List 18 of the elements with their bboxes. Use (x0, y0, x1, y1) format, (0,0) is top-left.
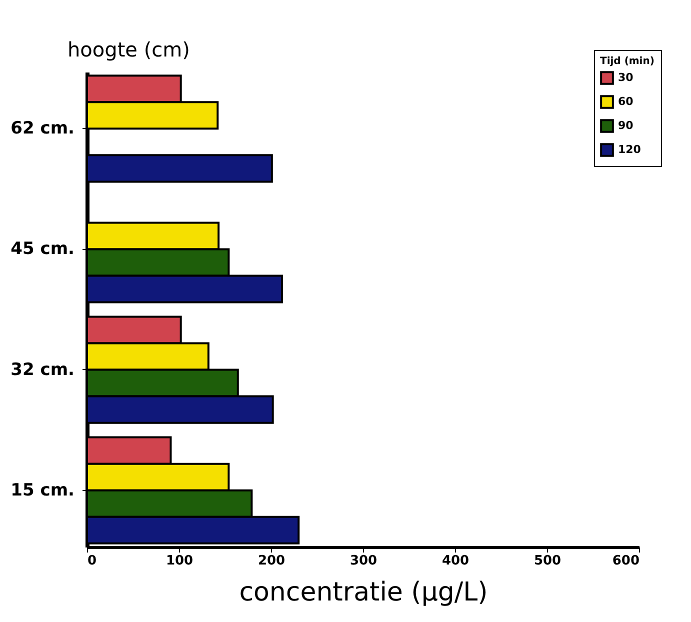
legend-label: 30 (618, 71, 634, 84)
x-tick-label: 500 (534, 554, 562, 568)
x-tick-label: 400 (442, 554, 470, 568)
legend-label: 120 (618, 143, 642, 156)
y-axis-title: hoogte (cm) (68, 38, 190, 62)
y-tick-label: 45 cm. (10, 239, 74, 260)
legend-label: 90 (618, 119, 634, 132)
y-tick-label: 32 cm. (10, 360, 74, 380)
x-tick-label: 200 (258, 554, 286, 568)
legend-title: Tijd (min) (600, 56, 654, 67)
y-tick-label: 62 cm. (10, 118, 74, 139)
legend-label: 60 (618, 95, 634, 108)
x-tick-label: 0 (88, 554, 97, 568)
x-tick-label: 600 (612, 554, 640, 568)
x-tick-label: 300 (350, 554, 378, 568)
x-axis-title: concentratie (μg/L) (239, 578, 488, 608)
y-tick-label: 15 cm. (10, 480, 74, 500)
x-tick-label: 100 (166, 554, 194, 568)
